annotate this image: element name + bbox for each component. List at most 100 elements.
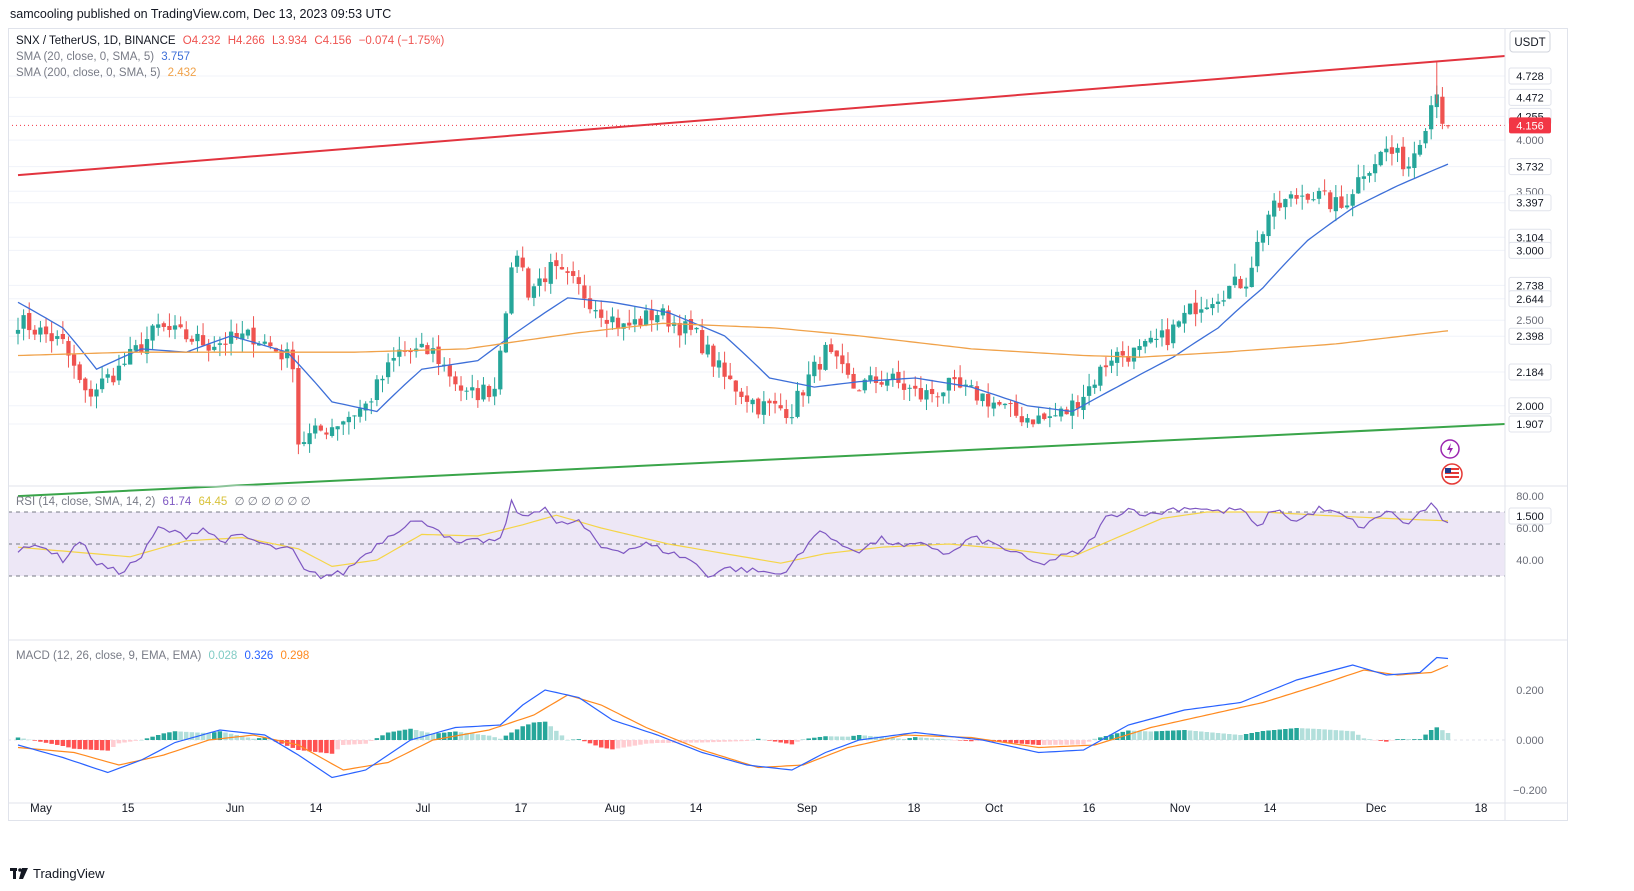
macd-histogram-bar [99, 740, 105, 751]
candle-body [834, 350, 839, 357]
candle-body [464, 390, 469, 392]
macd-histogram-bar [1333, 730, 1339, 740]
macd-histogram-bar [918, 737, 924, 740]
macd-histogram-bar [587, 740, 593, 744]
time-tick-label: 18 [908, 803, 921, 815]
macd-histogram-bar [385, 732, 391, 740]
macd-histogram-bar [750, 739, 755, 741]
macd-histogram-bar [83, 740, 88, 750]
price-tick-label: 4.472 [1516, 92, 1544, 104]
macd-histogram-bar [228, 733, 234, 740]
price-label-box [1508, 415, 1552, 433]
macd-signal-line [17, 664, 1449, 771]
candle-body [677, 322, 682, 336]
macd-histogram-bar [408, 728, 413, 740]
macd-histogram-bar [1356, 734, 1361, 740]
macd-histogram-bar [542, 721, 548, 740]
candle-body [705, 344, 710, 355]
candle-body [1042, 413, 1047, 419]
macd-histogram-bar [212, 732, 217, 740]
macd-histogram-bar [997, 740, 1002, 743]
candle-body [795, 390, 800, 417]
macd-histogram-bar [935, 738, 940, 740]
candle-body [1103, 365, 1109, 368]
macd-histogram-bar [722, 740, 727, 742]
candle-body [133, 345, 138, 351]
macd-histogram-bar [1384, 740, 1389, 742]
macd-histogram-bar [660, 740, 666, 743]
candle-body [722, 362, 727, 377]
legend-rsi: RSI (14, close, SMA, 14, 2) 61.74 64.45 … [16, 496, 311, 508]
macd-histogram-bar [615, 740, 621, 749]
macd-histogram-bar [1445, 733, 1451, 740]
time-tick-label: Nov [1170, 803, 1191, 815]
macd-histogram-bar [1294, 728, 1299, 740]
macd-histogram-bar [312, 740, 318, 752]
candle-body [1008, 403, 1013, 405]
macd-histogram-bar [716, 740, 722, 742]
candle-body [862, 379, 867, 391]
macd-histogram-bar [1260, 731, 1266, 740]
macd-histogram-bar [851, 735, 856, 740]
tradingview-logo[interactable]: TradingView [10, 866, 105, 881]
price-label-box [1508, 290, 1552, 308]
candle-body [957, 377, 963, 388]
macd-histogram-bar [475, 734, 481, 740]
macd-histogram-bar [352, 740, 357, 745]
macd-histogram-bar [1395, 739, 1400, 740]
candle-body [1014, 401, 1019, 416]
candle-body [1204, 307, 1209, 310]
macd-histogram-bar [1142, 731, 1148, 740]
candle-body [1445, 125, 1451, 127]
macd-line [17, 656, 1449, 779]
rsi-tick-label: 60.00 [1516, 523, 1544, 535]
candle-body [172, 325, 178, 330]
macd-histogram-bar [458, 732, 464, 740]
macd-histogram-bar [1361, 738, 1367, 740]
candle-body [66, 341, 71, 356]
candle-body [268, 342, 273, 347]
candle-body [1221, 300, 1226, 302]
macd-histogram-bar [1367, 739, 1372, 740]
candle-body [896, 371, 901, 383]
candle-body [71, 354, 77, 366]
candle-body [1311, 199, 1316, 201]
lightning-icon[interactable] [1440, 439, 1460, 459]
price-tick-label: 3.104 [1516, 232, 1544, 244]
candle-body [1266, 214, 1271, 237]
candle-body [1075, 402, 1081, 409]
price-tick-label: 2.738 [1516, 280, 1544, 292]
macd-histogram-bar [924, 737, 929, 740]
price-tick-label: 2.644 [1516, 294, 1544, 306]
candle-body [1098, 366, 1103, 386]
candle-body [1143, 340, 1148, 347]
us-flag-icon[interactable] [1441, 463, 1463, 485]
candle-body [817, 364, 823, 370]
macd-histogram-bar [828, 736, 834, 740]
macd-histogram-bar [531, 722, 537, 740]
macd-histogram-bar [161, 733, 167, 740]
macd-histogram-bar [1389, 740, 1395, 741]
candle-body [615, 317, 621, 329]
candle-body [711, 345, 716, 367]
chart-frame[interactable]: 4.728 4.472 4.255 4.000 3.732 3.500 3.397 3.104… [8, 28, 1568, 854]
candle-body [1243, 286, 1249, 289]
candle-body [559, 267, 565, 270]
macd-histogram-bar [111, 740, 116, 747]
time-tick-label: 15 [122, 803, 135, 815]
price-label-box [1508, 194, 1552, 212]
candle-body [997, 402, 1002, 405]
candle-body [879, 382, 884, 385]
macd-histogram-bar [55, 740, 60, 745]
candle-body [307, 433, 312, 445]
candle-body [144, 339, 150, 354]
candle-body [206, 344, 211, 351]
chart-svg[interactable]: 4.7284.4724.2554.0003.7323.5003.3973.104… [8, 28, 1568, 854]
macd-histogram-bar [1249, 733, 1254, 740]
macd-histogram-bar [363, 740, 368, 744]
currency-button[interactable]: USDT [1509, 30, 1551, 53]
macd-histogram-bar [901, 739, 907, 740]
candle-body [554, 260, 559, 267]
macd-histogram-bar [167, 732, 172, 740]
candle-body [296, 367, 301, 445]
